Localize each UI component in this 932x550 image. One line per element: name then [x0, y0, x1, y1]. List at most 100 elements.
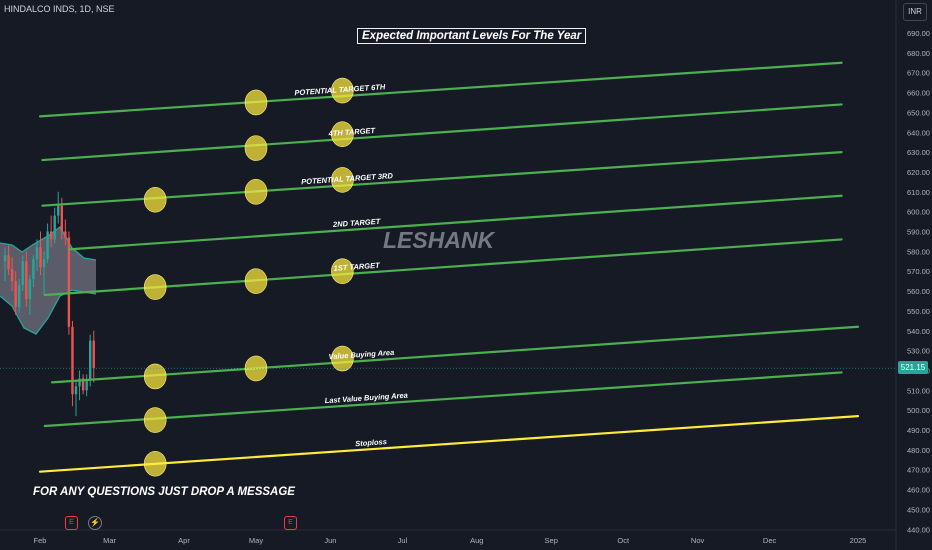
y-tick-label: 440.00: [907, 525, 930, 534]
level-line: [43, 371, 843, 428]
y-tick-label: 680.00: [907, 49, 930, 58]
y-tick-label: 490.00: [907, 426, 930, 435]
candle-body: [39, 247, 42, 268]
level-lines: [38, 61, 860, 473]
level-marker: [143, 450, 167, 477]
y-tick-label: 600.00: [907, 208, 930, 217]
band-fill: [0, 227, 96, 334]
symbol-title: HINDALCO INDS, 1D, NSE: [4, 4, 115, 14]
watermark: LESHANK: [383, 227, 495, 253]
level-label: Value Buying Area: [328, 348, 394, 361]
y-tick-label: 540.00: [907, 327, 930, 336]
level-markers: [143, 77, 354, 477]
y-tick-label: 690.00: [907, 29, 930, 38]
level-line: [67, 194, 843, 251]
y-tick-label: 610.00: [907, 188, 930, 197]
y-tick-label: 470.00: [907, 466, 930, 475]
x-tick-label: Oct: [617, 536, 630, 545]
candle-body: [81, 378, 85, 391]
level-marker: [244, 89, 268, 116]
x-tick-label: Nov: [691, 536, 705, 545]
level-line: [43, 238, 843, 297]
candle-body: [7, 255, 10, 270]
level-marker: [244, 179, 268, 205]
level-marker: [143, 274, 167, 300]
y-tick-label: 620.00: [907, 168, 930, 177]
level-label: Stoploss: [355, 437, 387, 448]
level-marker: [331, 121, 354, 148]
level-marker: [244, 135, 268, 161]
y-tick-label: 530.00: [907, 347, 930, 356]
level-marker: [331, 345, 354, 372]
x-tick-label: Dec: [763, 536, 777, 545]
candle-body: [53, 215, 56, 240]
candle-body: [60, 205, 63, 232]
candle-body: [28, 279, 32, 299]
candle-body: [64, 231, 67, 238]
level-line: [41, 103, 843, 162]
y-tick-label: 670.00: [907, 69, 930, 78]
level-marker: [143, 407, 167, 433]
level-label: 4TH TARGET: [327, 126, 376, 138]
y-tick-label: 650.00: [907, 108, 930, 117]
current-price-label: 521.15: [898, 361, 928, 374]
y-tick-label: 590.00: [907, 228, 930, 237]
earnings-event-icon[interactable]: E: [65, 516, 78, 530]
level-marker: [331, 167, 354, 193]
candle-body: [10, 269, 14, 282]
x-tick-label: May: [249, 536, 263, 545]
currency-button[interactable]: INR: [903, 3, 927, 21]
earnings-event-icon-2[interactable]: E: [284, 516, 297, 530]
candle-body: [21, 261, 24, 286]
x-tick-label: Mar: [103, 536, 116, 545]
candle-body: [67, 237, 71, 327]
candles: [3, 191, 95, 417]
candle-body: [25, 261, 28, 299]
footer-note: FOR ANY QUESTIONS JUST DROP A MESSAGE: [33, 486, 295, 498]
level-line: [38, 61, 843, 118]
candle-body: [71, 326, 74, 395]
candle-body: [42, 259, 46, 268]
stoploss-line: [38, 415, 860, 473]
dividend-event-icon[interactable]: ⚡: [88, 516, 102, 530]
level-label: 1ST TARGET: [333, 261, 381, 273]
y-tick-label: 450.00: [907, 505, 930, 514]
y-tick-label: 480.00: [907, 446, 930, 455]
candle-body: [49, 231, 53, 240]
x-tick-label: Feb: [34, 536, 47, 545]
chart-title: Expected Important Levels For The Year: [357, 28, 587, 44]
x-tick-label: Apr: [178, 536, 190, 545]
y-tick-label: 510.00: [907, 386, 930, 395]
level-line: [41, 151, 843, 207]
x-tick-label: 2025: [850, 536, 867, 545]
y-tick-label: 630.00: [907, 148, 930, 157]
candle-body: [89, 340, 92, 381]
level-marker: [244, 268, 268, 294]
price-axis: 440.00 450.00 460.00 470.00 480.00 490.00 500.…: [907, 29, 930, 534]
y-tick-label: 500.00: [907, 406, 930, 415]
level-marker: [143, 186, 167, 213]
y-tick-label: 570.00: [907, 267, 930, 276]
candle-body: [3, 255, 7, 262]
y-tick-label: 640.00: [907, 128, 930, 137]
candle-body: [32, 259, 35, 280]
y-tick-label: 460.00: [907, 486, 930, 495]
y-tick-label: 660.00: [907, 89, 930, 98]
candle-body: [35, 247, 39, 260]
candle-body: [74, 386, 78, 395]
x-tick-label: Jun: [324, 536, 336, 545]
level-label: 2ND TARGET: [332, 217, 382, 229]
candle-body: [92, 340, 95, 369]
x-tick-label: Jul: [398, 536, 408, 545]
candle-body: [46, 231, 49, 260]
x-tick-label: Aug: [470, 536, 483, 545]
candle-body: [14, 281, 17, 307]
time-axis: Feb Mar Apr May Jun Jul Aug Sep Oct Nov Dec 2025: [34, 536, 867, 545]
y-tick-label: 560.00: [907, 287, 930, 296]
candle-body: [57, 205, 60, 216]
level-marker: [143, 363, 167, 390]
y-tick-label: 580.00: [907, 247, 930, 256]
candle-body: [18, 285, 21, 307]
x-tick-label: Sep: [545, 536, 558, 545]
